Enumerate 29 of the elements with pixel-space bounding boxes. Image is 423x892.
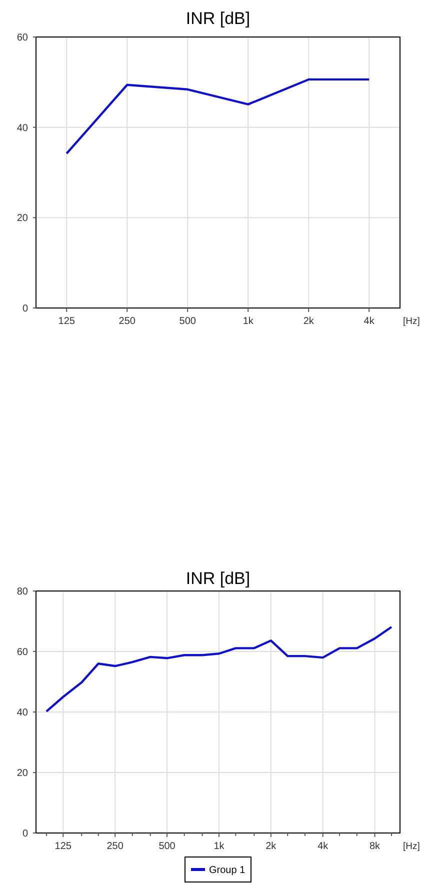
x-tick-label: 1k: [214, 841, 226, 852]
y-tick-label: 20: [16, 768, 28, 779]
y-tick-label: 0: [22, 304, 28, 314]
y-tick-label: 40: [16, 708, 28, 718]
x-tick-label: 4k: [364, 316, 376, 327]
x-tick-label: 250: [118, 316, 136, 327]
x-tick-label: 4k: [318, 841, 330, 852]
chart-title: INR [dB]: [186, 9, 250, 28]
y-tick-label: 60: [16, 32, 28, 44]
y-tick-label: 80: [16, 586, 28, 598]
x-tick-label: 2k: [303, 316, 315, 327]
x-tick-label: 500: [158, 841, 176, 852]
y-tick-label: 20: [16, 213, 28, 224]
y-tick-label: 0: [22, 828, 28, 840]
y-tick-label: 40: [16, 122, 28, 134]
x-tick-label: 500: [179, 316, 196, 327]
x-tick-label: 8k: [370, 841, 382, 852]
x-axis-title: [Hz]: [403, 841, 420, 852]
x-tick-label: 125: [58, 316, 76, 327]
x-axis-title: [Hz]: [403, 316, 420, 327]
x-tick-label: 250: [106, 841, 124, 852]
x-tick-label: 2k: [266, 841, 278, 852]
x-tick-label: 125: [54, 841, 72, 852]
chart-title: INR [dB]: [186, 569, 250, 588]
line-series: [66, 78, 370, 155]
x-tick-label: 1k: [242, 316, 254, 327]
line-series: [45, 626, 393, 712]
y-tick-label: 60: [16, 647, 28, 658]
legend-label: Group 1: [209, 865, 246, 876]
